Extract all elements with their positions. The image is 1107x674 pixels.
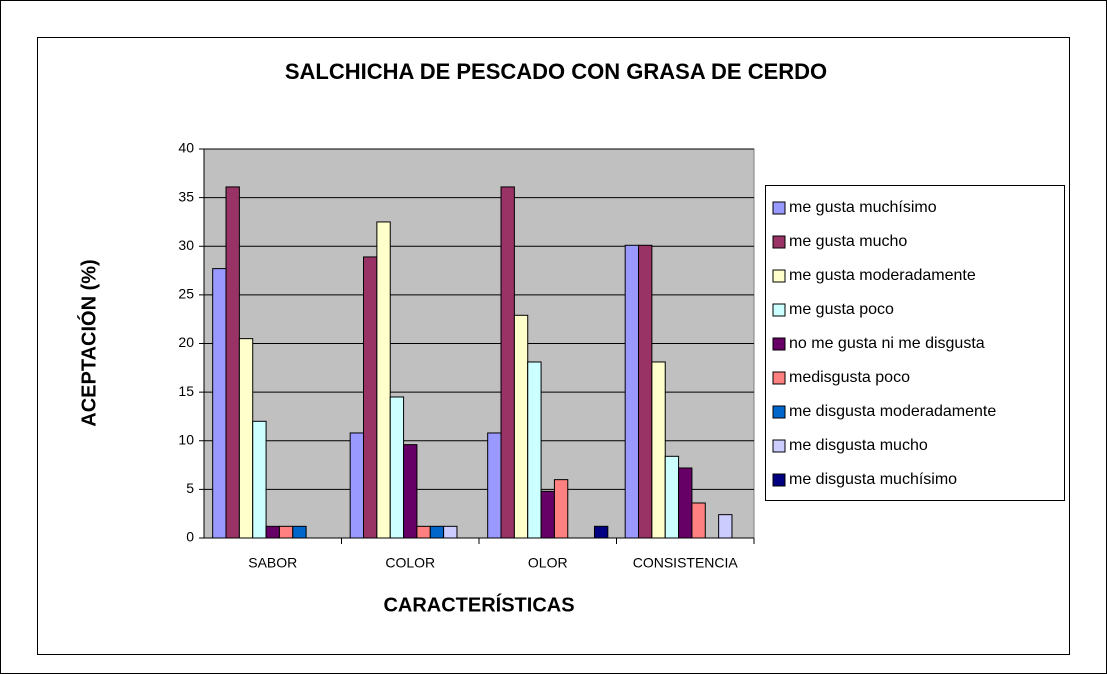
bar xyxy=(664,455,680,539)
legend-label: no me gusta ni me disgusta xyxy=(789,335,985,352)
x-axis-title: CARACTERÍSTICAS xyxy=(383,593,574,616)
y-tick-label: 35 xyxy=(178,188,194,204)
bar xyxy=(691,502,706,539)
x-tick-label: SABOR xyxy=(248,555,297,571)
bar xyxy=(265,525,280,539)
legend-swatch xyxy=(772,473,786,487)
bar xyxy=(292,525,307,539)
y-tick-label: 15 xyxy=(178,383,194,399)
legend-swatch xyxy=(772,269,786,283)
legend-label: medisgusta poco xyxy=(789,369,910,386)
bar xyxy=(513,314,529,539)
legend-label: me disgusta mucho xyxy=(789,437,928,454)
y-tick-label: 0 xyxy=(186,529,194,545)
legend-swatch xyxy=(772,235,786,249)
chart-title: SALCHICHA DE PESCADO CON GRASA DE CERDO xyxy=(285,59,827,84)
legend-swatch xyxy=(772,201,786,215)
legend-swatch xyxy=(772,303,786,317)
bar xyxy=(278,525,294,539)
y-tick-label: 30 xyxy=(178,237,194,253)
legend-swatch xyxy=(772,371,786,385)
legend-swatch xyxy=(772,439,786,453)
bar xyxy=(553,479,569,539)
legend-swatch xyxy=(772,337,786,351)
bar xyxy=(389,396,405,539)
x-tick-label: COLOR xyxy=(385,555,435,571)
bar xyxy=(651,361,666,539)
bar xyxy=(225,186,240,539)
y-tick-label: 20 xyxy=(178,334,194,350)
bar xyxy=(376,221,391,539)
bar xyxy=(527,361,542,539)
x-tick-label: CONSISTENCIA xyxy=(633,555,739,571)
bar xyxy=(487,432,502,539)
legend-label: me gusta moderadamente xyxy=(789,267,976,284)
y-tick-label: 5 xyxy=(186,480,194,496)
bar xyxy=(443,525,458,539)
legend-label: me gusta muchísimo xyxy=(789,199,937,216)
bar xyxy=(540,490,555,539)
legend-label: me disgusta moderadamente xyxy=(789,403,996,420)
bar xyxy=(252,420,267,539)
bar xyxy=(593,525,609,539)
bar xyxy=(349,432,365,539)
legend xyxy=(765,185,1065,501)
x-tick-label: OLOR xyxy=(528,555,568,571)
bar xyxy=(403,444,418,539)
legend-label: me gusta mucho xyxy=(789,233,907,250)
bar xyxy=(416,525,431,539)
bar xyxy=(624,244,640,539)
bar xyxy=(638,244,653,539)
bar xyxy=(429,525,445,539)
y-tick-label: 25 xyxy=(178,286,194,302)
legend-swatch xyxy=(772,405,786,419)
bar xyxy=(678,467,693,539)
legend-label: me gusta poco xyxy=(789,301,894,318)
bar xyxy=(212,268,227,539)
y-tick-label: 10 xyxy=(178,431,194,447)
bar xyxy=(363,256,378,539)
legend-label: me disgusta muchísimo xyxy=(789,471,957,488)
bar xyxy=(500,186,515,539)
bar xyxy=(238,338,254,539)
y-tick-label: 40 xyxy=(178,140,194,156)
bar xyxy=(718,514,733,539)
y-axis-title: ACEPTACIÓN (%) xyxy=(76,259,100,426)
